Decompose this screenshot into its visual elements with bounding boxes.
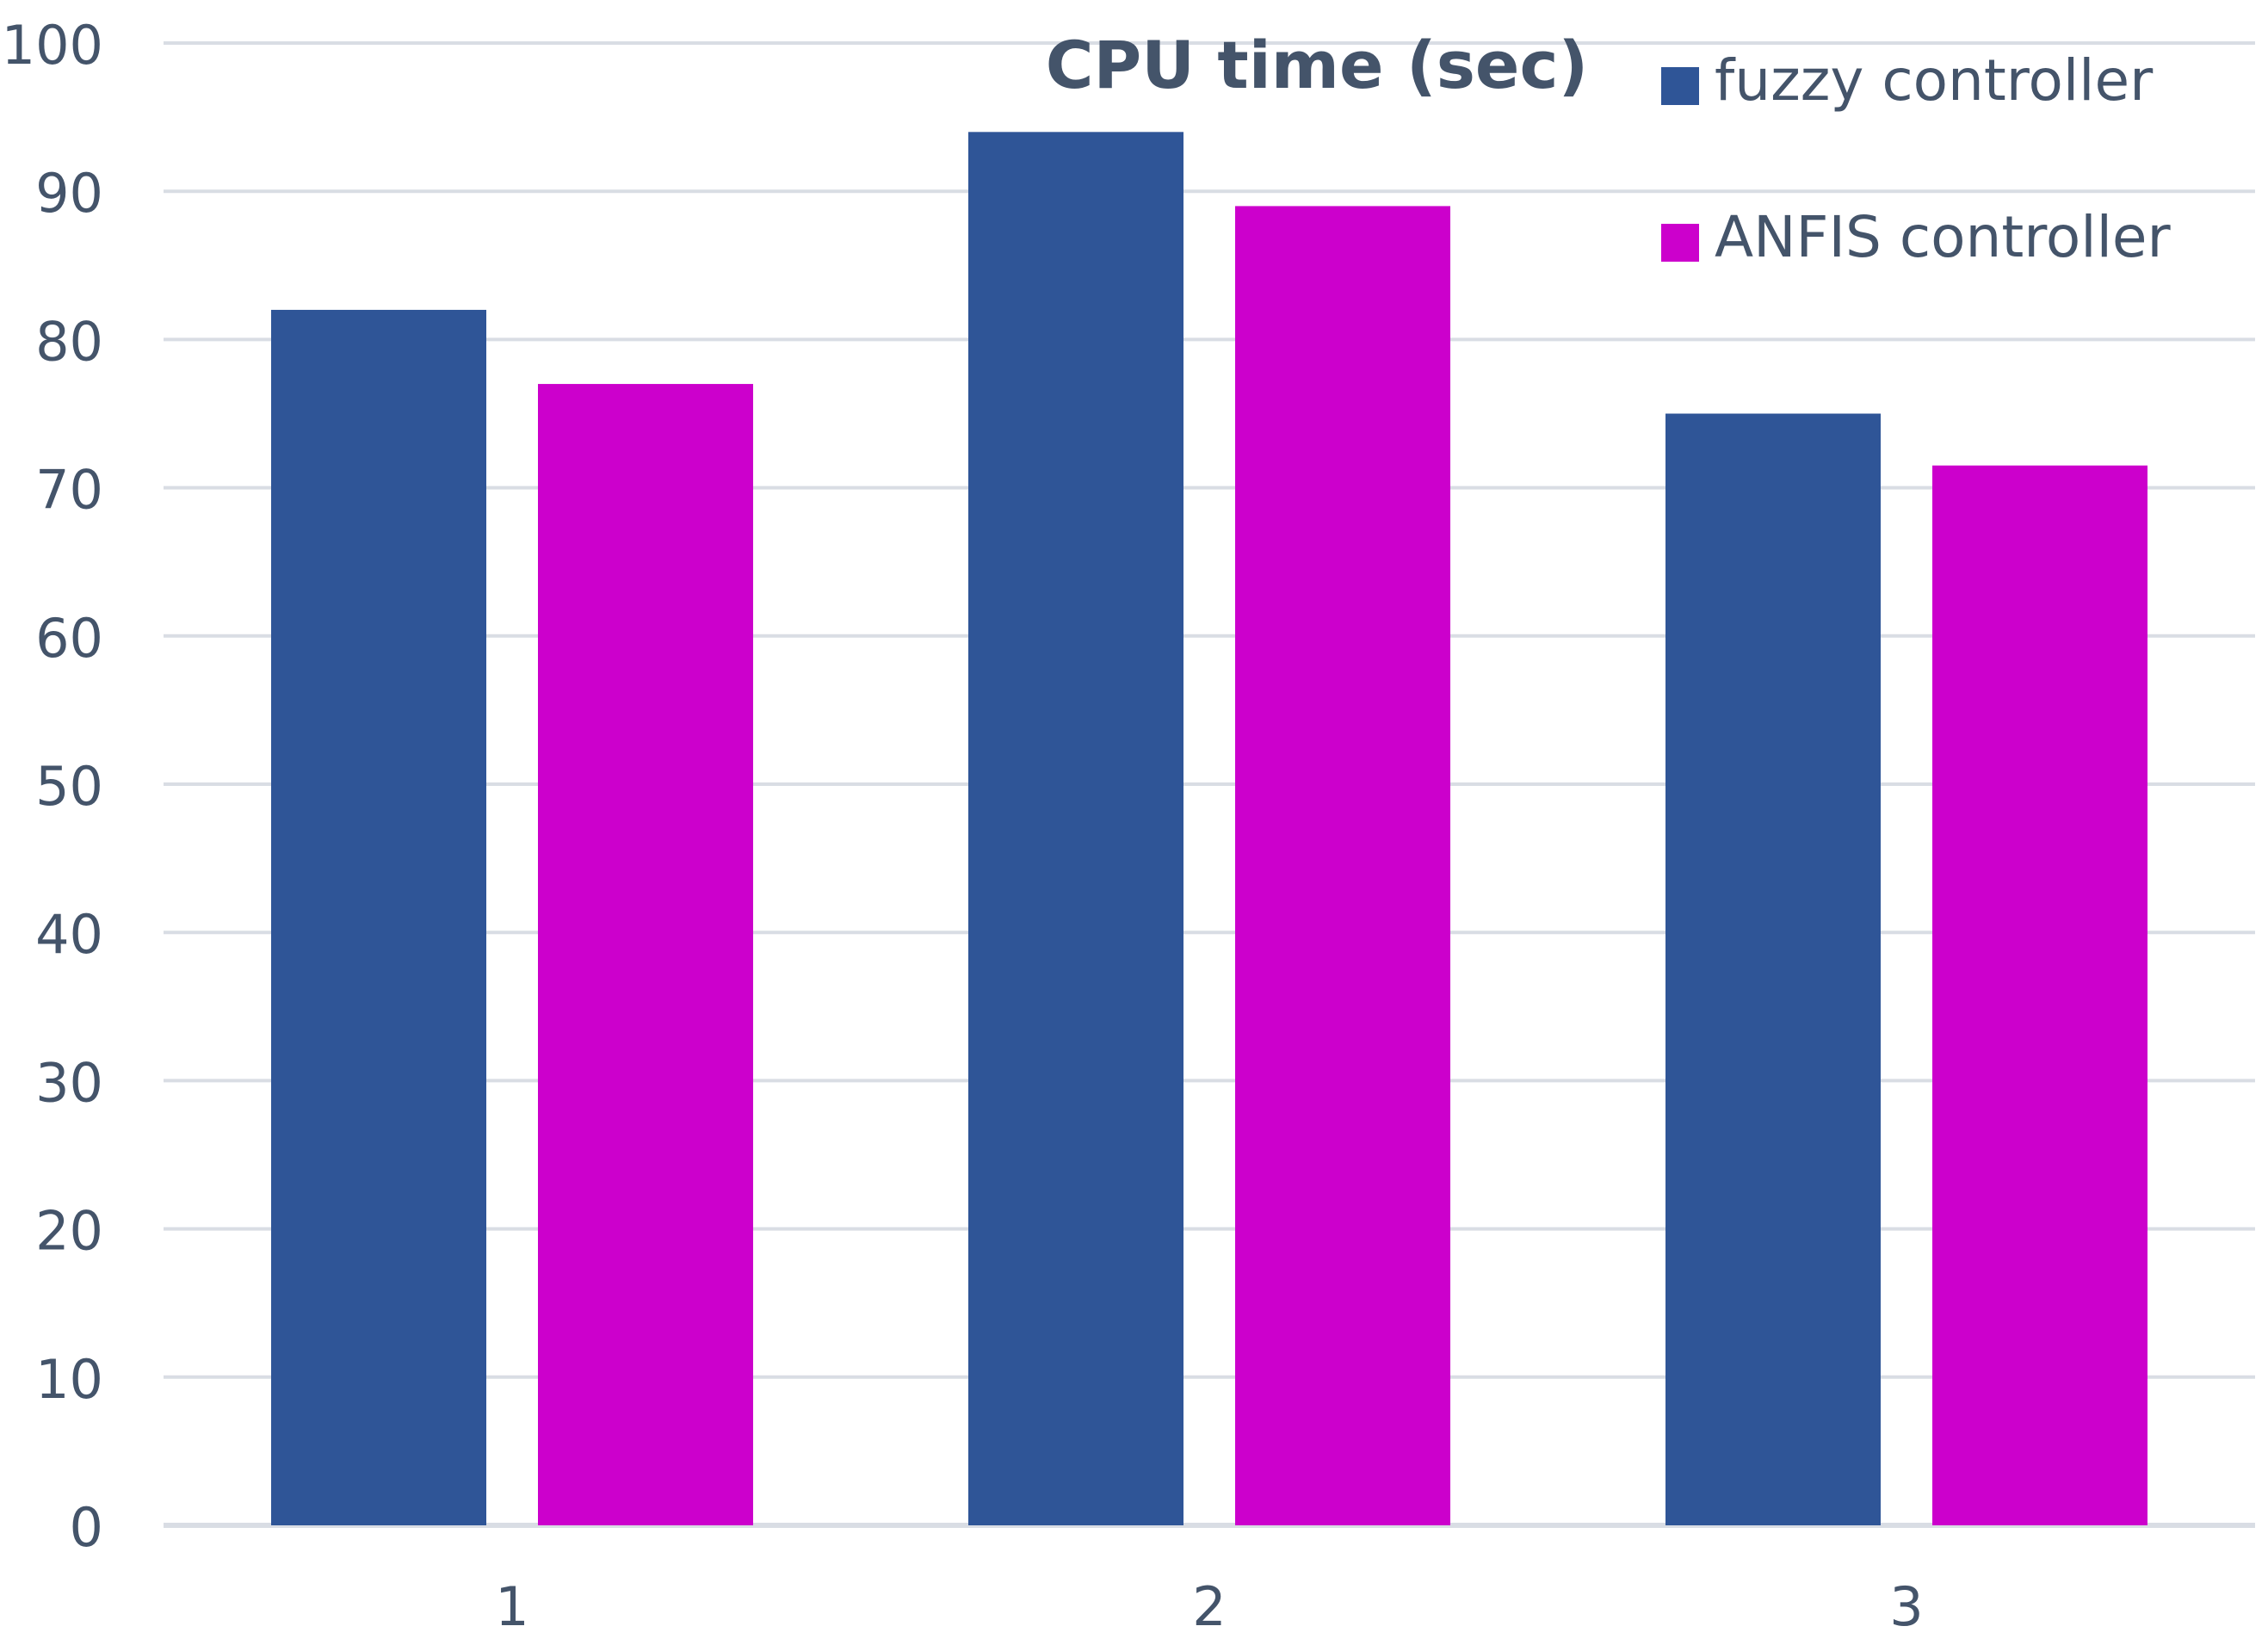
- bar-fuzzy-controller-3: [1665, 413, 1881, 1525]
- legend-swatch-anfis-controller: [1661, 224, 1699, 262]
- x-tick-label: 3: [1889, 1575, 1923, 1638]
- bar-anfis-controller-3: [1932, 465, 2147, 1525]
- legend-label-anfis-controller: ANFIS controller: [1715, 204, 2172, 270]
- bar-fuzzy-controller-2: [968, 132, 1183, 1525]
- gridlines: [164, 41, 2255, 1528]
- y-tick-label: 40: [35, 903, 103, 966]
- y-tick-label: 0: [70, 1496, 103, 1559]
- x-tick-label: 2: [1192, 1575, 1226, 1638]
- x-tick-label: 1: [495, 1575, 528, 1638]
- bar-anfis-controller-1: [538, 384, 753, 1525]
- legend-label-fuzzy-controller: fuzzy controller: [1715, 47, 2154, 114]
- y-tick-label: 90: [35, 162, 103, 225]
- y-tick-label: 50: [35, 755, 103, 818]
- y-tick-label: 30: [35, 1051, 103, 1114]
- legend-swatch-fuzzy-controller: [1661, 67, 1699, 105]
- y-tick-label: 20: [35, 1200, 103, 1263]
- y-tick-label: 100: [2, 14, 103, 77]
- y-tick-label: 80: [35, 310, 103, 373]
- y-tick-label: 70: [35, 459, 103, 522]
- bar-anfis-controller-2: [1235, 206, 1450, 1525]
- bars: [271, 132, 2147, 1526]
- y-tick-label: 10: [35, 1348, 103, 1411]
- legend: fuzzy controller ANFIS controller: [1661, 47, 2172, 270]
- y-axis-ticks: 0 10 20 30 40 50 60 70 80 90 100: [2, 14, 103, 1559]
- y-tick-label: 60: [35, 607, 103, 670]
- chart-title: CPU time (sec): [1046, 27, 1589, 103]
- bar-fuzzy-controller-1: [271, 309, 486, 1526]
- x-axis-ticks: 1 2 3: [495, 1575, 1923, 1638]
